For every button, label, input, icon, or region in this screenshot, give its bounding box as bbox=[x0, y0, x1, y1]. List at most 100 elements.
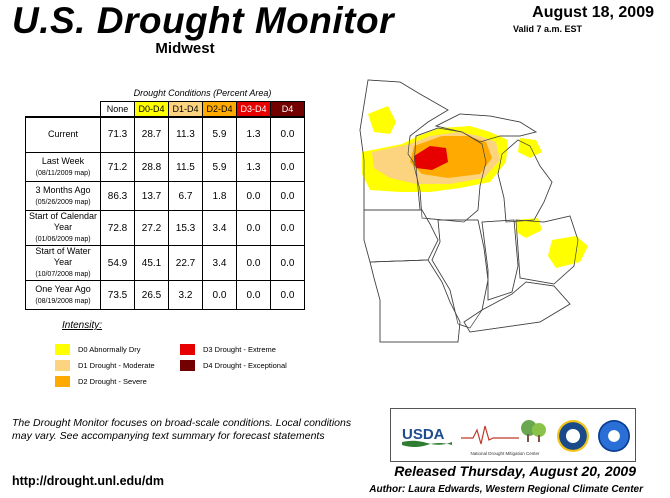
row-label: Current bbox=[25, 116, 101, 153]
table-cell: 28.7 bbox=[134, 116, 169, 153]
commerce-seal bbox=[557, 420, 589, 452]
column-header: D1-D4 bbox=[168, 101, 203, 117]
table-cell: 28.8 bbox=[134, 152, 169, 182]
state-outlines-overlay bbox=[359, 79, 579, 343]
ndmc-logo: National Drought Mitigation Center bbox=[459, 416, 551, 456]
website-link[interactable]: http://drought.unl.edu/dm bbox=[12, 474, 165, 488]
row-label: Start of Calendar Year (01/06/2009 map) bbox=[25, 210, 101, 246]
table-cell: 5.9 bbox=[202, 152, 237, 182]
row-label: One Year Ago (08/19/2008 map) bbox=[25, 280, 101, 310]
legend-swatch bbox=[55, 360, 70, 371]
legend-item-d2: D2 Drought - Severe bbox=[55, 376, 147, 387]
legend-label: D4 Drought - Exceptional bbox=[203, 361, 287, 370]
table-cell: 72.8 bbox=[100, 210, 135, 246]
table-cell: 0.0 bbox=[270, 116, 305, 153]
table-cell: 1.8 bbox=[202, 181, 237, 211]
table-cell: 71.3 bbox=[100, 116, 135, 153]
table-cell: 3.2 bbox=[168, 280, 203, 310]
d0-area-indiana bbox=[516, 218, 542, 238]
row-map-date: (08/19/2008 map) bbox=[35, 297, 91, 305]
table-cell: 54.9 bbox=[100, 245, 135, 281]
table-cell: 27.2 bbox=[134, 210, 169, 246]
legend-swatch bbox=[55, 376, 70, 387]
table-cell: 71.2 bbox=[100, 152, 135, 182]
table-cell: 0.0 bbox=[270, 210, 305, 246]
d0-area-ohio bbox=[548, 236, 588, 268]
table-row: Start of Calendar Year (01/06/2009 map) 7… bbox=[25, 210, 305, 246]
table-cell: 86.3 bbox=[100, 181, 135, 211]
table-cell: 22.7 bbox=[168, 245, 203, 281]
legend-swatch bbox=[180, 344, 195, 355]
table-cell: 15.3 bbox=[168, 210, 203, 246]
legend-swatch bbox=[55, 344, 70, 355]
table-cell: 0.0 bbox=[270, 152, 305, 182]
table-caption: Drought Conditions (Percent Area) bbox=[133, 88, 272, 98]
table-cell: 73.5 bbox=[100, 280, 135, 310]
table-cell: 3.4 bbox=[202, 210, 237, 246]
usda-logo-text: USDA bbox=[402, 426, 445, 443]
legend-label: D1 Drought - Moderate bbox=[78, 361, 155, 370]
table-corner bbox=[26, 102, 101, 117]
table-cell: 3.4 bbox=[202, 245, 237, 281]
noaa-logo bbox=[598, 420, 630, 452]
legend-label: D0 Abnormally Dry bbox=[78, 345, 141, 354]
column-header: D0-D4 bbox=[134, 101, 169, 117]
table-row: 3 Months Ago (05/26/2009 map) 86.3 13.7 6… bbox=[25, 181, 305, 211]
d3-area-west-wi bbox=[414, 146, 448, 170]
table-cell: 1.3 bbox=[236, 116, 271, 153]
table-cell: 0.0 bbox=[236, 280, 271, 310]
legend-item-d0: D0 Abnormally Dry bbox=[55, 344, 141, 355]
table-cell: 0.0 bbox=[202, 280, 237, 310]
valid-time: Valid 7 a.m. EST bbox=[512, 24, 582, 34]
table-row: Current 71.3 28.7 11.3 5.9 1.3 0.0 bbox=[25, 116, 305, 153]
column-header: D4 bbox=[270, 101, 305, 117]
partner-logos: USDA National Drought Mitigation Center bbox=[390, 408, 636, 462]
row-map-date: (08/11/2009 map) bbox=[35, 169, 91, 177]
table-row: Last Week (08/11/2009 map) 71.2 28.8 11.5… bbox=[25, 152, 305, 182]
table-cell: 0.0 bbox=[270, 280, 305, 310]
table-cell: 26.5 bbox=[134, 280, 169, 310]
table-row: Start of Water Year (10/07/2008 map) 54.9… bbox=[25, 245, 305, 281]
table-cell: 0.0 bbox=[236, 210, 271, 246]
table-cell: 0.0 bbox=[236, 181, 271, 211]
usda-logo: USDA bbox=[402, 426, 452, 447]
legend-item-d3: D3 Drought - Extreme bbox=[180, 344, 276, 355]
table-cell: 5.9 bbox=[202, 116, 237, 153]
legend-item-d4: D4 Drought - Exceptional bbox=[180, 360, 287, 371]
disclaimer-note: The Drought Monitor focuses on broad-sca… bbox=[12, 417, 352, 442]
table-cell: 6.7 bbox=[168, 181, 203, 211]
table-cell: 1.3 bbox=[236, 152, 271, 182]
row-label: Start of Water Year (10/07/2008 map) bbox=[25, 245, 101, 281]
author-credit: Author: Laura Edwards, Western Regional … bbox=[369, 484, 643, 495]
row-label: 3 Months Ago (05/26/2009 map) bbox=[25, 181, 101, 211]
row-map-date: (10/07/2008 map) bbox=[35, 271, 91, 278]
table-cell: 45.1 bbox=[134, 245, 169, 281]
map-title: U.S. Drought Monitor bbox=[12, 0, 394, 41]
state-boundaries bbox=[359, 79, 579, 343]
row-map-date: (05/26/2009 map) bbox=[35, 198, 91, 206]
legend-label: D3 Drought - Extreme bbox=[203, 345, 276, 354]
table-cell: 13.7 bbox=[134, 181, 169, 211]
row-label: Last Week (08/11/2009 map) bbox=[25, 152, 101, 182]
table-cell: 0.0 bbox=[270, 245, 305, 281]
legend-title: Intensity: bbox=[62, 320, 103, 331]
region-name: Midwest bbox=[155, 40, 215, 57]
table-row: One Year Ago (08/19/2008 map) 73.5 26.5 3… bbox=[25, 280, 305, 310]
column-header: D2-D4 bbox=[202, 101, 237, 117]
legend-swatch bbox=[180, 360, 195, 371]
ndmc-logo-graphic bbox=[461, 420, 546, 445]
d0-area-northern-mn bbox=[368, 106, 396, 134]
table-cell: 11.5 bbox=[168, 152, 203, 182]
drought-areas bbox=[362, 106, 588, 268]
ndmc-logo-text: National Drought Mitigation Center bbox=[470, 451, 540, 456]
row-map-date: (01/06/2009 map) bbox=[35, 236, 91, 243]
table-cell: 11.3 bbox=[168, 116, 203, 153]
midwest-drought-map bbox=[359, 79, 588, 343]
legend-label: D2 Drought - Severe bbox=[78, 377, 147, 386]
legend-item-d1: D1 Drought - Moderate bbox=[55, 360, 155, 371]
table-cell: 0.0 bbox=[236, 245, 271, 281]
table-cell: 0.0 bbox=[270, 181, 305, 211]
table-header-row: None D0-D4 D1-D4 D2-D4 D3-D4 D4 bbox=[25, 101, 305, 117]
drought-conditions-table: None D0-D4 D1-D4 D2-D4 D3-D4 D4 Current … bbox=[25, 101, 305, 310]
column-header: D3-D4 bbox=[236, 101, 271, 117]
